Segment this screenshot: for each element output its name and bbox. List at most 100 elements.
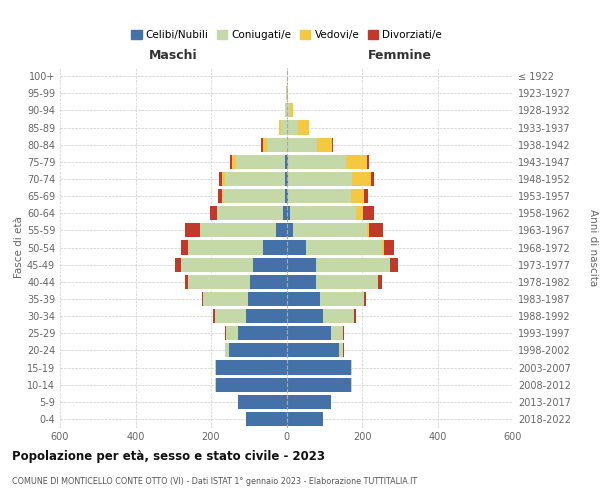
Bar: [332, 138, 333, 151]
Bar: [175, 258, 181, 272]
Bar: [246, 412, 287, 426]
Bar: [238, 326, 287, 340]
Bar: [218, 189, 221, 203]
Bar: [226, 326, 238, 340]
Bar: [378, 275, 382, 289]
Bar: [220, 172, 223, 186]
Bar: [287, 86, 288, 100]
Bar: [250, 275, 287, 289]
Bar: [287, 224, 293, 237]
Bar: [338, 344, 343, 357]
Bar: [316, 258, 389, 272]
Bar: [287, 206, 290, 220]
Bar: [281, 120, 287, 134]
Bar: [213, 309, 215, 323]
Bar: [290, 104, 293, 118]
Bar: [188, 240, 263, 254]
Bar: [224, 344, 226, 357]
Bar: [286, 155, 287, 169]
Bar: [261, 138, 263, 151]
Bar: [287, 172, 288, 186]
Bar: [232, 155, 236, 169]
Bar: [391, 258, 398, 272]
Bar: [226, 172, 285, 186]
Bar: [221, 189, 223, 203]
Bar: [287, 360, 352, 374]
Bar: [285, 172, 287, 186]
Bar: [276, 224, 287, 237]
Bar: [263, 240, 287, 254]
Bar: [287, 395, 331, 409]
Bar: [188, 275, 250, 289]
Bar: [253, 258, 287, 272]
Bar: [298, 120, 309, 134]
Bar: [287, 240, 306, 254]
Bar: [287, 104, 290, 118]
Bar: [306, 240, 382, 254]
Bar: [236, 155, 286, 169]
Bar: [343, 326, 344, 340]
Bar: [317, 138, 332, 151]
Bar: [225, 326, 226, 340]
Bar: [287, 138, 317, 151]
Y-axis label: Anni di nascita: Anni di nascita: [587, 209, 598, 286]
Bar: [369, 224, 383, 237]
Bar: [367, 224, 369, 237]
Bar: [226, 344, 229, 357]
Bar: [352, 172, 371, 186]
Bar: [287, 309, 323, 323]
Bar: [248, 292, 287, 306]
Bar: [215, 309, 246, 323]
Bar: [356, 206, 363, 220]
Bar: [371, 172, 374, 186]
Bar: [290, 206, 356, 220]
Bar: [383, 240, 394, 254]
Bar: [202, 292, 203, 306]
Text: Popolazione per età, sesso e stato civile - 2023: Popolazione per età, sesso e stato civil…: [12, 450, 325, 463]
Bar: [215, 360, 287, 374]
Text: Maschi: Maschi: [149, 50, 197, 62]
Bar: [217, 206, 283, 220]
Bar: [363, 206, 374, 220]
Bar: [210, 206, 217, 220]
Bar: [287, 292, 320, 306]
Bar: [223, 172, 226, 186]
Bar: [181, 240, 188, 254]
Bar: [323, 309, 355, 323]
Bar: [364, 189, 368, 203]
Bar: [223, 189, 284, 203]
Bar: [246, 309, 287, 323]
Bar: [287, 344, 338, 357]
Bar: [238, 395, 287, 409]
Bar: [287, 189, 289, 203]
Bar: [286, 86, 287, 100]
Bar: [185, 224, 200, 237]
Bar: [389, 258, 391, 272]
Bar: [287, 378, 352, 392]
Bar: [267, 138, 287, 151]
Bar: [279, 120, 281, 134]
Bar: [289, 189, 350, 203]
Bar: [350, 189, 364, 203]
Bar: [287, 120, 298, 134]
Bar: [230, 155, 232, 169]
Bar: [343, 344, 344, 357]
Y-axis label: Fasce di età: Fasce di età: [14, 216, 24, 278]
Bar: [320, 292, 364, 306]
Bar: [355, 309, 356, 323]
Bar: [283, 206, 287, 220]
Text: COMUNE DI MONTICELLO CONTE OTTO (VI) - Dati ISTAT 1° gennaio 2023 - Elaborazione: COMUNE DI MONTICELLO CONTE OTTO (VI) - D…: [12, 478, 417, 486]
Bar: [331, 326, 343, 340]
Bar: [203, 292, 248, 306]
Bar: [200, 224, 276, 237]
Bar: [367, 155, 369, 169]
Bar: [316, 275, 378, 289]
Legend: Celibi/Nubili, Coniugati/e, Vedovi/e, Divorziati/e: Celibi/Nubili, Coniugati/e, Vedovi/e, Di…: [127, 26, 446, 44]
Bar: [288, 172, 352, 186]
Bar: [287, 326, 331, 340]
Bar: [181, 258, 253, 272]
Bar: [346, 155, 367, 169]
Bar: [287, 275, 316, 289]
Bar: [215, 378, 287, 392]
Bar: [185, 275, 188, 289]
